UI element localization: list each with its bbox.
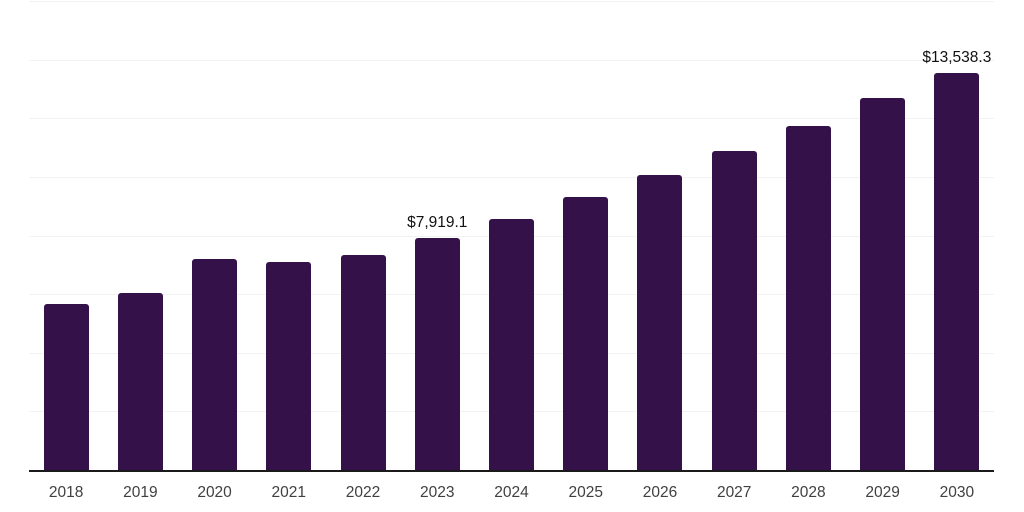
x-tick-label-2022: 2022 xyxy=(345,484,381,501)
x-tick-label-2021: 2021 xyxy=(271,484,307,501)
bar-2030[interactable] xyxy=(934,73,980,470)
x-axis-tick-labels: 2018 2019 2020 2021 2022 2023 2024 2025 2026 2027… xyxy=(29,484,994,504)
bar-2025[interactable] xyxy=(563,197,609,470)
gridline-12000 xyxy=(29,118,994,120)
x-axis-line xyxy=(29,470,994,472)
bar-2029[interactable] xyxy=(860,98,906,470)
gridline-10000 xyxy=(29,176,994,178)
x-tick-label-2030: 2030 xyxy=(939,484,975,501)
bar-value-label-2030: $13,538.3 xyxy=(922,49,992,67)
bar-2028[interactable] xyxy=(785,126,831,470)
bar-value-label-2023: $7,919.1 xyxy=(407,213,468,231)
bar-2019[interactable] xyxy=(117,292,163,470)
x-tick-label-2027: 2027 xyxy=(716,484,752,501)
x-tick-label-2023: 2023 xyxy=(420,484,455,501)
plot-area: $7,919.1 $13,538.3 xyxy=(29,1,994,472)
bar-2027[interactable] xyxy=(711,151,757,470)
bar-2018[interactable] xyxy=(43,303,89,470)
x-tick-label-2018: 2018 xyxy=(48,484,84,501)
x-tick-label-2025: 2025 xyxy=(568,484,603,501)
bar-2022[interactable] xyxy=(340,254,386,470)
gridline-14000 xyxy=(29,59,994,61)
bar-2021[interactable] xyxy=(266,262,312,470)
x-tick-label-2026: 2026 xyxy=(642,484,678,501)
bar-2023[interactable] xyxy=(414,237,460,470)
bar-2024[interactable] xyxy=(489,218,534,470)
bar-2026[interactable] xyxy=(637,175,683,470)
bar-2020[interactable] xyxy=(192,258,238,470)
x-tick-label-2028: 2028 xyxy=(791,484,826,501)
x-tick-label-2020: 2020 xyxy=(197,484,232,501)
x-tick-label-2029: 2029 xyxy=(865,484,900,501)
gridline-16000 xyxy=(29,1,994,2)
x-tick-label-2019: 2019 xyxy=(123,484,158,501)
x-tick-label-2024: 2024 xyxy=(494,484,529,501)
